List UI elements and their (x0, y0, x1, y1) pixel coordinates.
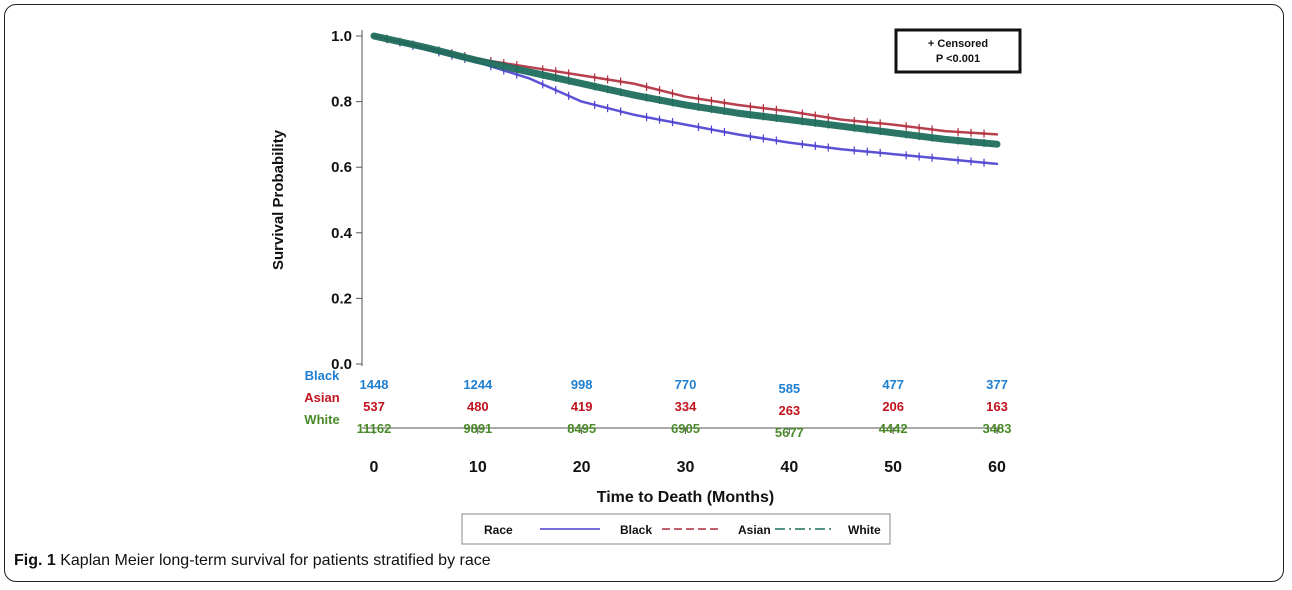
risk-table-count: 377 (986, 377, 1008, 392)
risk-table-count: 419 (571, 399, 593, 414)
risk-table-count: 334 (675, 399, 697, 414)
figure-caption: Fig. 1 Kaplan Meier long-term survival f… (14, 552, 491, 570)
risk-table-count: 585 (778, 381, 800, 396)
legend-label-asian: Asian (738, 523, 771, 537)
risk-table-count: 537 (363, 399, 385, 414)
risk-table-count: 998 (571, 377, 593, 392)
x-tick-label: 10 (469, 459, 487, 476)
risk-table-group-label: Black (305, 368, 340, 383)
x-tick-label: 20 (573, 459, 591, 476)
risk-table-count: 3483 (983, 421, 1012, 436)
risk-table-count: 1244 (463, 377, 493, 392)
risk-table-count: 6905 (671, 421, 700, 436)
risk-table-count: 770 (675, 377, 697, 392)
risk-table-count: 477 (882, 377, 904, 392)
y-tick-label: 0.0 (331, 356, 352, 373)
y-tick-label: 0.4 (331, 225, 353, 242)
y-tick-label: 0.2 (331, 290, 352, 307)
legend-title: Race (484, 523, 513, 537)
x-tick-label: 50 (884, 459, 902, 476)
y-tick-label: 1.0 (331, 28, 352, 45)
x-tick-label: 60 (988, 459, 1006, 476)
risk-table-group-label: White (304, 412, 339, 427)
risk-table-count: 11162 (357, 421, 392, 436)
risk-table-group-label: Asian (304, 390, 339, 405)
x-axis-label: Time to Death (Months) (597, 489, 774, 506)
y-tick-label: 0.8 (331, 94, 352, 111)
legend-label-black: Black (620, 523, 652, 537)
caption-text: Kaplan Meier long-term survival for pati… (55, 552, 491, 569)
risk-table-count: 163 (986, 399, 1008, 414)
series-line-white (370, 32, 1001, 148)
risk-table-count: 206 (882, 399, 904, 414)
caption-label: Fig. 1 (14, 552, 56, 569)
risk-table-count: 5677 (775, 425, 804, 440)
annotation-censored: + Censored (928, 38, 988, 50)
annotation-box (894, 28, 1022, 74)
risk-table-count: 480 (467, 399, 489, 414)
legend-label-white: White (848, 523, 881, 537)
y-tick-label: 0.6 (331, 159, 352, 176)
risk-table-count: 263 (778, 403, 800, 418)
x-tick-label: 40 (780, 459, 798, 476)
risk-table-count: 4442 (879, 421, 908, 436)
x-tick-label: 0 (370, 459, 379, 476)
risk-table-count: 8495 (567, 421, 596, 436)
risk-table-count: 1448 (360, 377, 389, 392)
annotation-pvalue: P <0.001 (936, 53, 980, 65)
y-axis-label: Survival Probability (270, 129, 287, 270)
risk-table-count: 9891 (463, 421, 492, 436)
x-tick-label: 30 (677, 459, 695, 476)
